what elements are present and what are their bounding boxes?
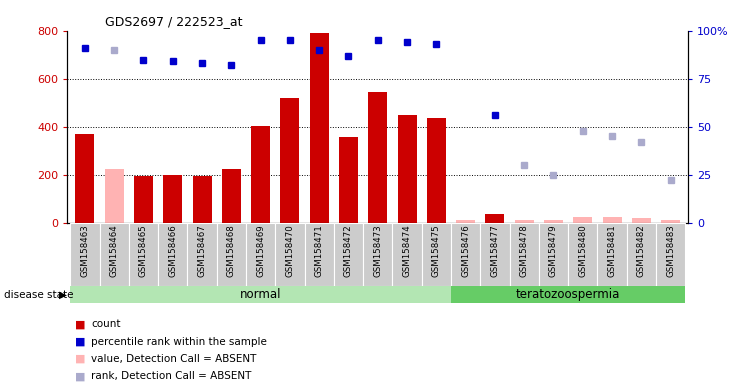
Bar [76, 134, 94, 223]
Text: GSM158478: GSM158478 [520, 225, 529, 277]
Bar [393, 223, 422, 286]
Text: GSM158474: GSM158474 [402, 225, 411, 277]
Text: rank, Detection Call = ABSENT: rank, Detection Call = ABSENT [91, 371, 251, 381]
Text: GSM158472: GSM158472 [344, 225, 353, 277]
Bar [544, 220, 563, 223]
Bar [163, 175, 183, 223]
Text: ■: ■ [75, 319, 85, 329]
Bar [188, 223, 217, 286]
Bar [456, 220, 475, 223]
Bar [363, 223, 393, 286]
Text: GSM158468: GSM158468 [227, 225, 236, 277]
Bar [598, 223, 627, 286]
Bar [105, 169, 123, 223]
Text: GSM158479: GSM158479 [549, 225, 558, 277]
Text: count: count [91, 319, 120, 329]
Text: GSM158470: GSM158470 [286, 225, 295, 277]
Bar [134, 176, 153, 223]
Bar [334, 223, 363, 286]
Bar [217, 223, 246, 286]
Bar [222, 169, 241, 223]
Text: GSM158477: GSM158477 [491, 225, 500, 277]
Bar [480, 223, 509, 286]
Bar [485, 214, 504, 223]
Bar [310, 33, 328, 223]
Text: GSM158467: GSM158467 [197, 225, 206, 277]
Text: GSM158483: GSM158483 [666, 225, 675, 277]
Bar [451, 286, 685, 303]
Text: percentile rank within the sample: percentile rank within the sample [91, 337, 267, 347]
Text: GSM158465: GSM158465 [139, 225, 148, 277]
Text: teratozoospermia: teratozoospermia [516, 288, 620, 301]
Bar [515, 220, 533, 223]
Text: GSM158480: GSM158480 [578, 225, 587, 277]
Text: GSM158466: GSM158466 [168, 225, 177, 277]
Bar [275, 223, 304, 286]
Text: GSM158476: GSM158476 [461, 225, 470, 277]
Bar [397, 115, 417, 223]
Text: ▶: ▶ [59, 290, 67, 300]
Bar [427, 118, 446, 223]
Text: GSM158475: GSM158475 [432, 225, 441, 277]
Bar [602, 217, 622, 223]
Text: GDS2697 / 222523_at: GDS2697 / 222523_at [105, 15, 242, 28]
Text: GSM158473: GSM158473 [373, 225, 382, 277]
Bar [280, 98, 299, 223]
Text: GSM158469: GSM158469 [256, 225, 265, 277]
Bar [158, 223, 188, 286]
Bar [99, 223, 129, 286]
Text: GSM158464: GSM158464 [110, 225, 119, 277]
Bar [422, 223, 451, 286]
Text: GSM158482: GSM158482 [637, 225, 646, 277]
Text: GSM158463: GSM158463 [80, 225, 90, 277]
Bar [568, 223, 598, 286]
Bar [509, 223, 539, 286]
Bar [251, 126, 270, 223]
Bar [656, 223, 685, 286]
Bar [192, 176, 212, 223]
Text: ■: ■ [75, 354, 85, 364]
Bar [573, 217, 592, 223]
Bar [129, 223, 158, 286]
Bar [70, 286, 451, 303]
Bar [339, 137, 358, 223]
Text: GSM158481: GSM158481 [607, 225, 616, 277]
Bar [661, 220, 680, 223]
Bar [70, 223, 99, 286]
Text: normal: normal [240, 288, 281, 301]
Text: value, Detection Call = ABSENT: value, Detection Call = ABSENT [91, 354, 257, 364]
Bar [451, 223, 480, 286]
Text: GSM158471: GSM158471 [315, 225, 324, 277]
Bar [246, 223, 275, 286]
Text: ■: ■ [75, 337, 85, 347]
Bar [632, 218, 651, 223]
Bar [304, 223, 334, 286]
Bar [368, 92, 387, 223]
Text: ■: ■ [75, 371, 85, 381]
Bar [539, 223, 568, 286]
Bar [627, 223, 656, 286]
Text: disease state: disease state [4, 290, 73, 300]
